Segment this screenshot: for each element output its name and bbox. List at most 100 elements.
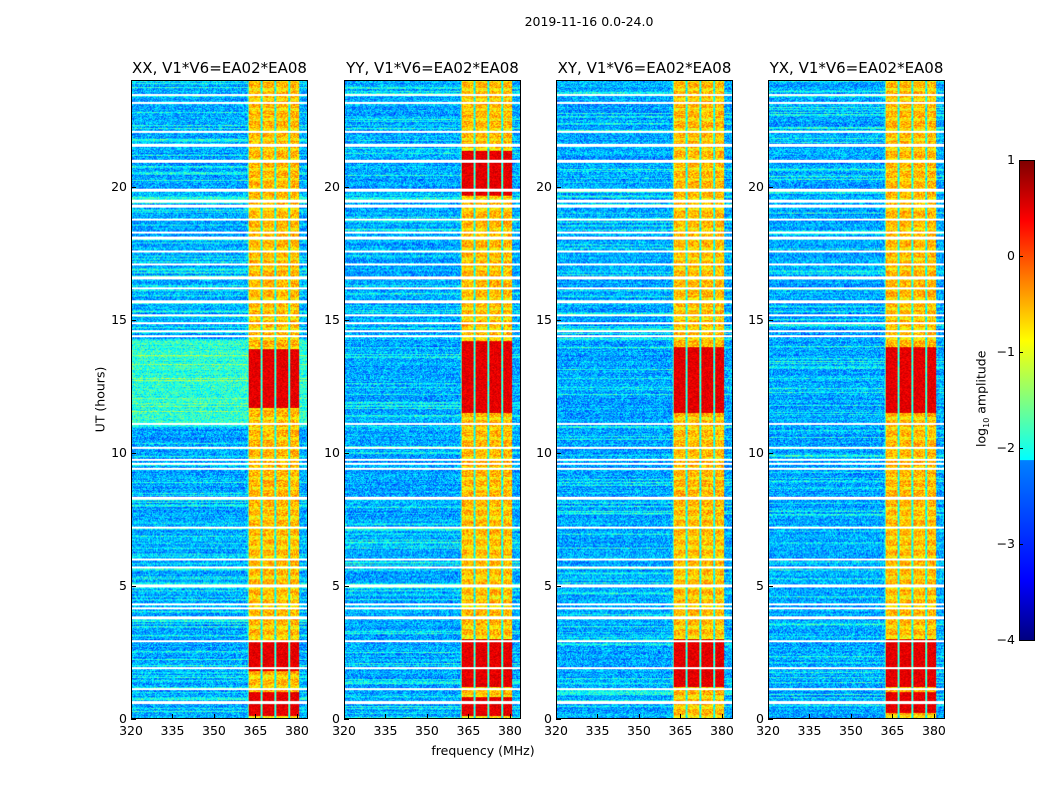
y-tick-label: 5: [756, 577, 764, 593]
x-tick-label: 365: [880, 723, 905, 738]
x-tick: [809, 714, 811, 719]
y-tick: [131, 585, 136, 587]
y-axis-label: UT (hours): [92, 366, 108, 433]
y-tick: [131, 452, 136, 454]
y-tick-label: 15: [111, 311, 127, 327]
colorbar-tick: [1019, 256, 1023, 257]
y-tick: [556, 585, 561, 587]
y-tick-label: 5: [544, 577, 552, 593]
y-tick-label: 5: [119, 577, 127, 593]
y-tick: [556, 319, 561, 321]
y-tick: [556, 186, 561, 188]
colorbar-tick-label: −4: [996, 632, 1015, 647]
colorbar-tick-label: 1: [1007, 152, 1015, 167]
y-tick: [131, 319, 136, 321]
x-tick: [344, 714, 345, 719]
x-tick-label: 350: [202, 723, 226, 738]
colorbar-tick: [1019, 640, 1023, 641]
panel-title: XX, V1*V6=EA02*EA08: [132, 59, 307, 77]
x-tick: [509, 714, 511, 719]
x-tick: [768, 714, 769, 719]
x-tick-label: 335: [373, 723, 398, 738]
colorbar-tick: [1019, 352, 1023, 353]
y-tick: [344, 186, 349, 188]
y-tick-label: 10: [536, 444, 552, 460]
y-tick-label: 20: [748, 178, 764, 194]
x-tick: [426, 714, 428, 719]
y-tick-label: 20: [324, 178, 340, 194]
colorbar-tick-label: −2: [996, 440, 1015, 455]
heatmap-image: [769, 81, 944, 718]
y-tick: [556, 452, 561, 454]
colorbar: [1019, 160, 1035, 641]
x-tick-label: 335: [160, 723, 185, 738]
x-tick: [468, 714, 470, 719]
x-tick-label: 335: [585, 723, 610, 738]
heatmap-image: [345, 81, 520, 718]
x-tick: [680, 714, 682, 719]
x-tick-label: 365: [456, 723, 481, 738]
y-tick: [768, 319, 773, 321]
x-tick: [721, 714, 723, 719]
colorbar-tick-label: 0: [1007, 248, 1015, 263]
y-tick: [556, 719, 561, 720]
y-tick: [768, 719, 773, 720]
y-tick-label: 0: [119, 711, 127, 726]
y-tick: [131, 186, 136, 188]
x-tick-label: 335: [797, 723, 822, 738]
x-axis-label: frequency (MHz): [431, 743, 535, 758]
colorbar-tick: [1019, 544, 1023, 545]
x-tick-label: 380: [922, 723, 946, 738]
y-tick: [344, 452, 349, 454]
y-tick-label: 15: [324, 311, 340, 327]
y-tick: [344, 719, 349, 720]
y-tick-label: 0: [544, 711, 552, 726]
y-tick-label: 20: [536, 178, 552, 194]
x-tick-label: 380: [710, 723, 734, 738]
y-tick-label: 10: [324, 444, 340, 460]
panel-title: XY, V1*V6=EA02*EA08: [557, 59, 732, 77]
y-tick-label: 10: [748, 444, 764, 460]
y-tick-label: 20: [111, 178, 127, 194]
x-tick: [296, 714, 298, 719]
y-tick-label: 0: [756, 711, 764, 726]
x-tick: [172, 714, 174, 719]
panel-title: YX, V1*V6=EA02*EA08: [769, 59, 944, 77]
colorbar-tick: [1019, 160, 1023, 161]
x-tick: [933, 714, 935, 719]
y-tick-label: 0: [332, 711, 340, 726]
x-tick: [597, 714, 599, 719]
y-tick-label: 15: [536, 311, 552, 327]
x-tick-label: 380: [285, 723, 309, 738]
y-tick: [768, 585, 773, 587]
y-tick: [768, 186, 773, 188]
waterfall-panel: [344, 80, 521, 719]
x-tick-label: 365: [668, 723, 693, 738]
x-tick: [638, 714, 640, 719]
figure-title: 2019-11-16 0.0-24.0: [524, 14, 654, 29]
heatmap-image: [132, 81, 307, 718]
x-tick: [892, 714, 894, 719]
heatmap-image: [557, 81, 732, 718]
x-tick-label: 320: [119, 723, 143, 738]
y-tick: [131, 719, 136, 720]
y-tick: [768, 452, 773, 454]
waterfall-panel: [556, 80, 733, 719]
y-tick-label: 15: [748, 311, 764, 327]
x-tick-label: 350: [627, 723, 651, 738]
colorbar-tick: [1019, 448, 1023, 449]
x-tick-label: 320: [332, 723, 356, 738]
x-tick-label: 320: [756, 723, 780, 738]
x-tick-label: 380: [498, 723, 522, 738]
x-tick-label: 365: [243, 723, 268, 738]
y-tick: [344, 585, 349, 587]
x-tick: [556, 714, 557, 719]
colorbar-tick-label: −3: [996, 536, 1015, 551]
x-tick: [850, 714, 852, 719]
y-tick: [344, 319, 349, 321]
colorbar-tick-label: −1: [996, 344, 1015, 359]
x-tick: [131, 714, 132, 719]
x-tick: [213, 714, 215, 719]
waterfall-panel: [131, 80, 308, 719]
